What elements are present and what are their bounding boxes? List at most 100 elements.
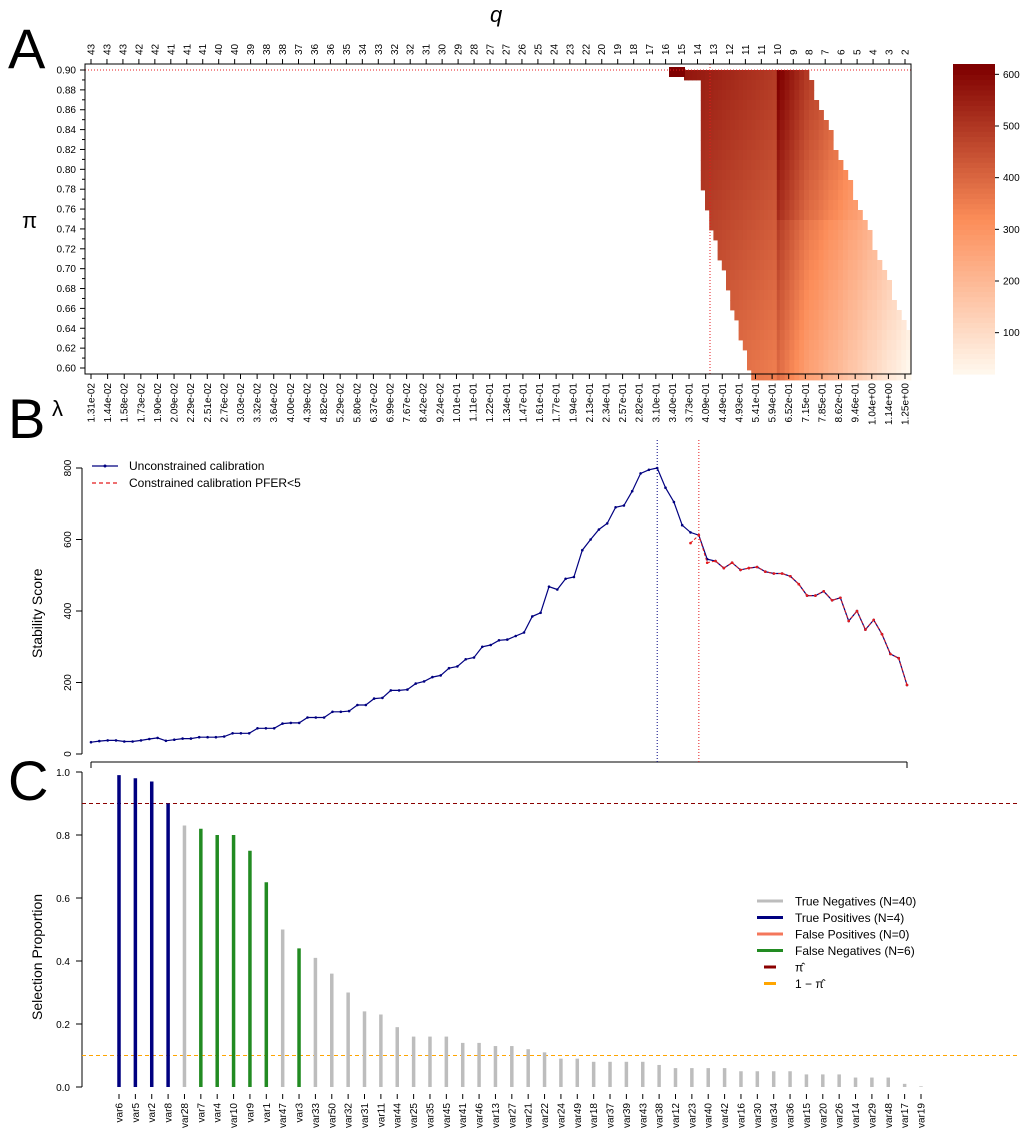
constrained-point xyxy=(864,628,867,631)
heatmap-cell xyxy=(721,250,727,261)
colorbar-segment xyxy=(953,208,995,215)
heatmap-cell xyxy=(818,270,824,281)
heatmap-cell xyxy=(759,70,765,81)
heatmap-cell xyxy=(818,320,824,331)
heatmap-cell xyxy=(823,130,829,141)
heatmap-cell xyxy=(813,110,820,121)
constrained-point xyxy=(889,652,892,656)
heatmap-cell xyxy=(799,210,805,221)
heatmap-cell xyxy=(772,370,777,381)
selection-x-tick-label: var26 xyxy=(835,1103,846,1128)
heatmap-cell xyxy=(700,80,706,91)
lambda-tick-label: 7.67e-02 xyxy=(402,383,413,423)
heatmap-cell xyxy=(881,340,888,351)
heatmap-cell xyxy=(759,360,765,371)
heatmap-cell xyxy=(709,90,714,101)
heatmap-cell xyxy=(872,330,878,341)
legend-label: False Positives (N=0) xyxy=(795,928,909,942)
colorbar-segment xyxy=(953,167,995,174)
heatmap-cell xyxy=(784,250,790,261)
heatmap-cell xyxy=(823,360,829,371)
heatmap-cell xyxy=(759,150,765,161)
heatmap-cell xyxy=(891,330,897,341)
heatmap-cell xyxy=(808,160,815,171)
selection-y-tick-label: 1.0 xyxy=(56,768,70,779)
heatmap-cell xyxy=(779,350,785,361)
heatmap-cell xyxy=(794,220,800,231)
colorbar-segment xyxy=(953,141,995,148)
heatmap-cell xyxy=(717,70,723,81)
heatmap-cell xyxy=(751,290,756,301)
colorbar-segment xyxy=(953,213,995,220)
heatmap-cell xyxy=(847,370,854,381)
heatmap-cell xyxy=(838,290,844,301)
heatmap-cell xyxy=(768,270,773,281)
heatmap-cell xyxy=(751,200,756,211)
unconstrained-point xyxy=(672,500,676,504)
constrained-point xyxy=(722,566,726,570)
heatmap-cell xyxy=(833,360,839,371)
heatmap-cell xyxy=(738,330,744,341)
constrained-point xyxy=(764,570,767,573)
heatmap-cell xyxy=(823,260,829,271)
heatmap-cell xyxy=(808,240,815,251)
heatmap-cell xyxy=(726,140,731,151)
heatmap-cell xyxy=(784,240,790,251)
constrained-point xyxy=(747,566,751,570)
heatmap-cell xyxy=(881,280,888,291)
heatmap-cell xyxy=(794,90,800,101)
q-tick-label: 17 xyxy=(645,43,656,55)
heatmap-cell xyxy=(799,270,805,281)
heatmap-cell xyxy=(852,330,858,341)
selection-x-tick-label: var18 xyxy=(589,1103,600,1128)
heatmap-cell xyxy=(838,220,844,231)
heatmap-cell xyxy=(717,130,723,141)
heatmap-cell xyxy=(768,300,773,311)
heatmap-cell xyxy=(751,160,756,171)
heatmap-cell xyxy=(857,260,863,271)
heatmap-cell xyxy=(705,120,710,131)
heatmap-cell xyxy=(779,330,785,341)
unconstrained-point xyxy=(98,739,101,743)
q-tick-label: 41 xyxy=(198,43,209,55)
unconstrained-point xyxy=(131,740,134,743)
heatmap-cell xyxy=(774,80,781,91)
heatmap-cell xyxy=(862,250,868,261)
heatmap-cell xyxy=(738,130,744,141)
heatmap-cell xyxy=(789,250,795,261)
heatmap-cell xyxy=(799,290,805,301)
heatmap-cell xyxy=(779,310,785,321)
heatmap-cell xyxy=(852,270,858,281)
heatmap-cell xyxy=(759,120,765,131)
heatmap-cell xyxy=(842,190,849,201)
heatmap-cell xyxy=(768,150,773,161)
heatmap-cell xyxy=(763,70,769,81)
heatmap-cell xyxy=(774,280,781,291)
heatmap-cell xyxy=(721,130,727,141)
heatmap-cell xyxy=(857,340,863,351)
selection-y-tick-label: 0.6 xyxy=(56,894,70,905)
heatmap-cells xyxy=(85,64,912,381)
q-tick-label: 35 xyxy=(342,43,353,55)
lambda-tick-label: 4.49e-01 xyxy=(718,383,729,423)
heatmap-cell xyxy=(759,270,765,281)
heatmap-cell xyxy=(747,100,752,111)
heatmap-cell xyxy=(755,320,760,331)
heatmap-cell xyxy=(799,350,805,361)
heatmap-cell xyxy=(747,160,752,171)
lambda-tick-label: 3.64e-02 xyxy=(269,383,280,423)
heatmap-cell xyxy=(730,210,735,221)
heatmap-cell xyxy=(789,220,795,231)
heatmap-cell xyxy=(804,290,810,301)
q-tick-label: 30 xyxy=(438,43,449,55)
heatmap-cell xyxy=(799,370,805,381)
heatmap-cell xyxy=(730,80,735,91)
heatmap-cell xyxy=(818,240,824,251)
q-tick-label: 43 xyxy=(102,43,113,55)
selection-x-tick-label: var3 xyxy=(295,1103,306,1123)
heatmap-cell xyxy=(772,330,777,341)
heatmap-cell xyxy=(799,230,805,241)
heatmap-cell xyxy=(734,230,739,241)
heatmap-cell xyxy=(799,110,805,121)
heatmap-cell xyxy=(833,220,839,231)
